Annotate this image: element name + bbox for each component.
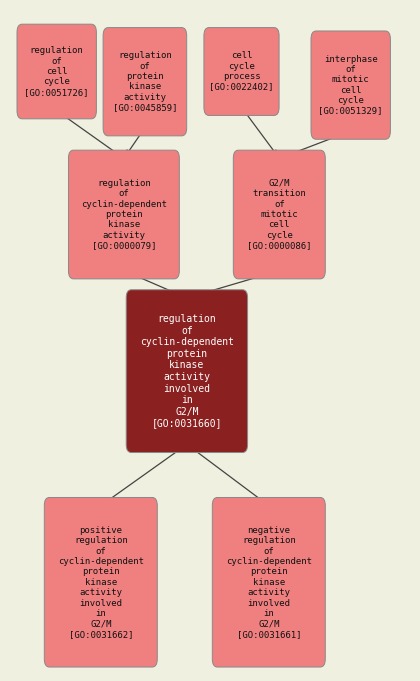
Text: positive
regulation
of
cyclin-dependent
protein
kinase
activity
involved
in
G2/M: positive regulation of cyclin-dependent …: [58, 526, 144, 639]
Text: regulation
of
cyclin-dependent
protein
kinase
activity
involved
in
G2/M
[GO:0031: regulation of cyclin-dependent protein k…: [140, 314, 234, 428]
FancyBboxPatch shape: [204, 28, 279, 115]
FancyBboxPatch shape: [234, 151, 325, 279]
FancyBboxPatch shape: [126, 290, 248, 452]
FancyBboxPatch shape: [311, 31, 391, 140]
FancyBboxPatch shape: [68, 151, 179, 279]
Text: negative
regulation
of
cyclin-dependent
protein
kinase
activity
involved
in
G2/M: negative regulation of cyclin-dependent …: [226, 526, 312, 639]
FancyBboxPatch shape: [17, 24, 97, 119]
Text: G2/M
transition
of
mitotic
cell
cycle
[GO:0000086]: G2/M transition of mitotic cell cycle [G…: [247, 179, 312, 250]
Text: interphase
of
mitotic
cell
cycle
[GO:0051329]: interphase of mitotic cell cycle [GO:005…: [318, 54, 383, 116]
Text: regulation
of
protein
kinase
activity
[GO:0045859]: regulation of protein kinase activity [G…: [113, 51, 177, 112]
FancyBboxPatch shape: [213, 497, 326, 667]
Text: regulation
of
cyclin-dependent
protein
kinase
activity
[GO:0000079]: regulation of cyclin-dependent protein k…: [81, 179, 167, 250]
Text: cell
cycle
process
[GO:0022402]: cell cycle process [GO:0022402]: [209, 51, 274, 92]
FancyBboxPatch shape: [103, 28, 186, 136]
Text: regulation
of
cell
cycle
[GO:0051726]: regulation of cell cycle [GO:0051726]: [24, 46, 89, 97]
FancyBboxPatch shape: [45, 497, 157, 667]
